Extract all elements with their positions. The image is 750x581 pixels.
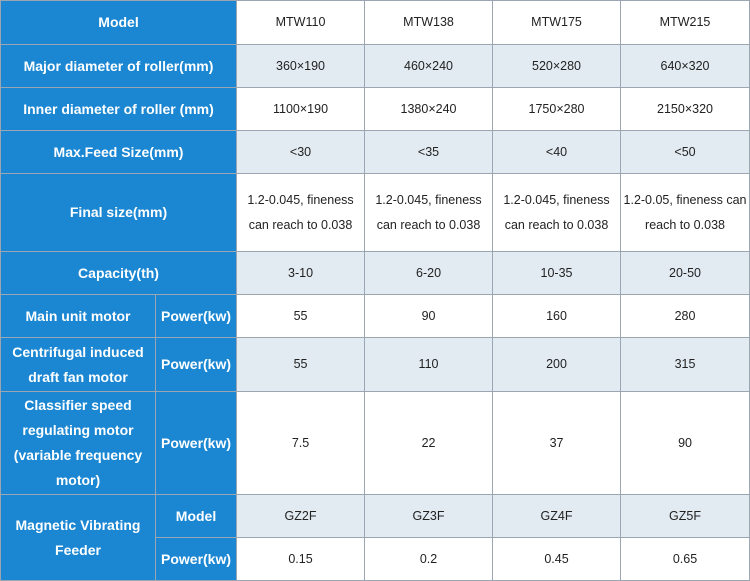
table-cell: 0.45 [492,537,622,581]
table-cell: 1.2-0.045, fineness can reach to 0.038 [236,173,366,252]
table-cell: <35 [364,130,494,174]
table-cell: 7.5 [236,391,366,495]
sub-label: Power(kw) [154,537,238,581]
row-label: Magnetic Vibrating Feeder [0,494,156,581]
table-cell: GZ3F [364,494,494,538]
table-cell: GZ4F [492,494,622,538]
table-cell: 360×190 [236,44,366,88]
table-cell: 0.15 [236,537,366,581]
table-cell: 200 [492,337,622,392]
table-row: Magnetic Vibrating Feeder Model GZ2F GZ3… [0,494,750,581]
table-row: Final size(mm) 1.2-0.045, fineness can r… [0,173,750,252]
table-cell: 1380×240 [364,87,494,131]
row-label: Inner diameter of roller (mm) [0,87,238,131]
table-cell: GZ2F [236,494,366,538]
table-row: Inner diameter of roller (mm) 1100×190 1… [0,87,750,131]
table-cell: 3-10 [236,251,366,295]
sub-label: Power(kw) [154,391,238,495]
model-column-header: MTW175 [492,0,622,45]
model-column-header: MTW110 [236,0,366,45]
table-cell: GZ5F [620,494,750,538]
table-cell: 315 [620,337,750,392]
table-cell: <30 [236,130,366,174]
table-cell: 1.2-0.05, fineness can reach to 0.038 [620,173,750,252]
model-header: Model [0,0,238,45]
table-cell: 160 [492,294,622,338]
model-column-header: MTW215 [620,0,750,45]
table-cell: 0.2 [364,537,494,581]
table-cell: 2150×320 [620,87,750,131]
table-cell: 37 [492,391,622,495]
table-cell: 1750×280 [492,87,622,131]
table-cell: 460×240 [364,44,494,88]
sub-label: Power(kw) [154,294,238,338]
header-row: Model MTW110 MTW138 MTW175 MTW215 [0,0,750,45]
table-cell: 6-20 [364,251,494,295]
table-cell: 55 [236,294,366,338]
table-row: Power(kw) 0.15 0.2 0.45 0.65 [1,537,750,581]
model-column-header: MTW138 [364,0,494,45]
table-cell: 90 [364,294,494,338]
row-label: Max.Feed Size(mm) [0,130,238,174]
row-label: Classifier speed regulating motor (varia… [0,391,156,495]
row-label: Main unit motor [0,294,156,338]
table-row: Major diameter of roller(mm) 360×190 460… [0,44,750,88]
table-row: Capacity(th) 3-10 6-20 10-35 20-50 [0,251,750,295]
table-row: Main unit motor Power(kw) 55 90 160 280 [0,294,750,338]
sub-label: Power(kw) [154,337,238,392]
table-cell: 20-50 [620,251,750,295]
table-cell: <40 [492,130,622,174]
table-cell: 90 [620,391,750,495]
row-label: Capacity(th) [0,251,238,295]
sub-label: Model [154,494,238,538]
table-cell: 110 [364,337,494,392]
row-label: Centrifugal induced draft fan motor [0,337,156,392]
table-cell: 1.2-0.045, fineness can reach to 0.038 [364,173,494,252]
table-cell: 640×320 [620,44,750,88]
table-cell: 55 [236,337,366,392]
table-cell: 22 [364,391,494,495]
table-cell: 1100×190 [236,87,366,131]
table-row: Max.Feed Size(mm) <30 <35 <40 <50 [0,130,750,174]
table-row: Centrifugal induced draft fan motor Powe… [0,337,750,392]
table-row: Classifier speed regulating motor (varia… [0,391,750,495]
table-cell: 280 [620,294,750,338]
table-cell: 10-35 [492,251,622,295]
table-cell: 520×280 [492,44,622,88]
table-cell: 0.65 [620,537,750,581]
row-label: Major diameter of roller(mm) [0,44,238,88]
row-label: Final size(mm) [0,173,238,252]
table-cell: 1.2-0.045, fineness can reach to 0.038 [492,173,622,252]
table-cell: <50 [620,130,750,174]
